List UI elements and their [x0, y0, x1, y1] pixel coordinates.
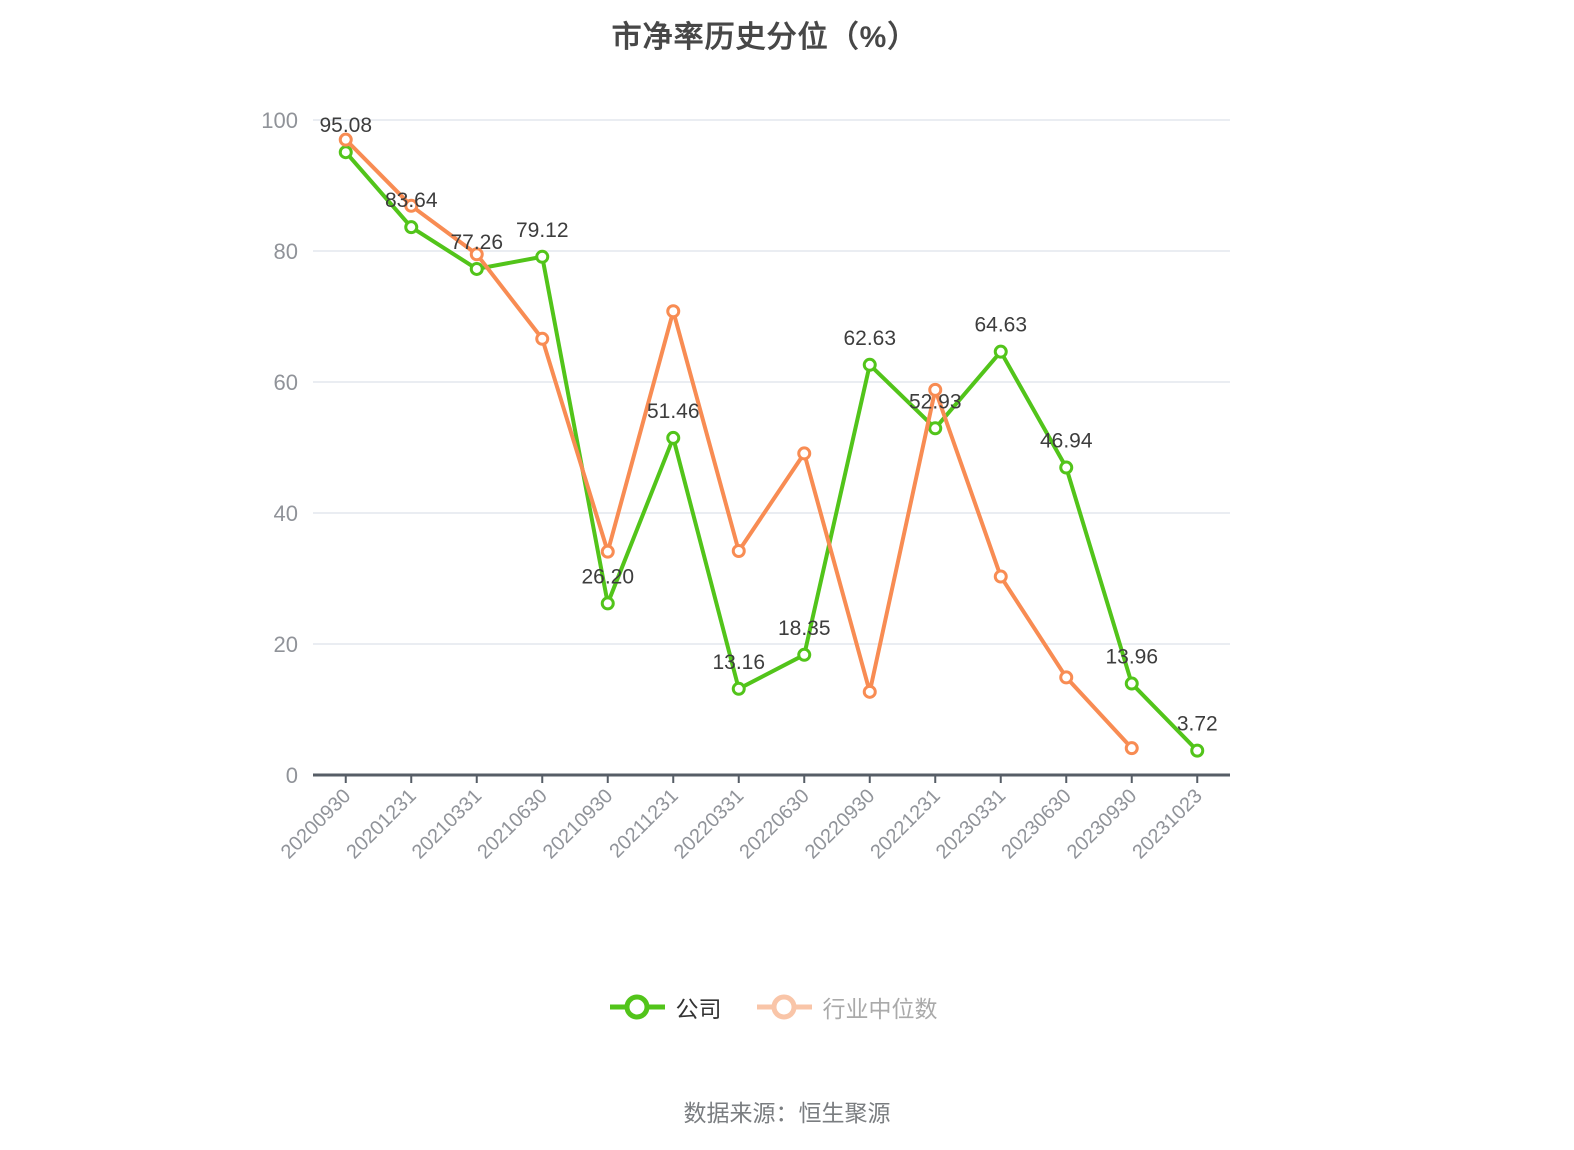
company-point	[731, 681, 746, 696]
x-axis-label: 20230331	[932, 785, 1010, 863]
x-axis-label: 20210630	[473, 785, 551, 863]
company-point	[535, 249, 550, 264]
company-point	[338, 145, 353, 160]
industry-median-point	[797, 446, 812, 461]
company-value-label: 18.35	[778, 617, 831, 640]
industry-median-point	[469, 247, 484, 262]
industry-median-point	[338, 132, 353, 147]
x-axis-label: 20210930	[539, 785, 617, 863]
company-value-label: 26.20	[581, 565, 634, 588]
legend-label-industry-median: 行业中位数	[822, 996, 938, 1022]
x-axis-label: 20220630	[735, 785, 813, 863]
x-axis-label: 20201231	[342, 785, 420, 863]
industry-median-point	[1059, 670, 1074, 685]
x-axis-label: 20231023	[1128, 785, 1206, 863]
y-axis-label: 0	[286, 763, 298, 788]
company-value-label: 77.26	[450, 231, 503, 254]
company-point	[1124, 676, 1139, 691]
company-point	[797, 647, 812, 662]
company-point	[1190, 743, 1205, 758]
y-axis-label: 40	[274, 501, 298, 526]
y-axis-label: 60	[274, 370, 298, 395]
x-axis-label: 20210331	[408, 785, 486, 863]
company-point	[993, 344, 1008, 359]
data-source: 数据来源：恒生聚源	[683, 1100, 891, 1126]
industry-median-point	[535, 331, 550, 346]
company-value-label: 51.46	[647, 400, 700, 423]
company-value-label: 95.08	[319, 114, 372, 137]
company-value-label: 13.16	[712, 651, 765, 674]
x-axis-label: 20200930	[277, 785, 355, 863]
company-value-label: 46.94	[1040, 430, 1093, 453]
chart-title: 市净率历史分位（%）	[611, 21, 919, 54]
y-axis-label: 80	[274, 239, 298, 264]
x-axis-label: 20230930	[1063, 785, 1141, 863]
company-point	[404, 220, 419, 235]
company-value-label: 62.63	[843, 327, 896, 350]
company-value-label: 3.72	[1177, 713, 1218, 736]
industry-median-point	[928, 382, 943, 397]
y-axis-label: 20	[274, 632, 298, 657]
x-axis-label: 20220331	[670, 785, 748, 863]
x-axis-label: 20220930	[801, 785, 879, 863]
company-value-label: 52.93	[909, 390, 962, 413]
company-value-label: 64.63	[974, 314, 1027, 337]
legend-marker-industry-median-icon	[756, 994, 812, 1020]
company-value-label: 79.12	[516, 219, 569, 242]
industry-median-point	[862, 684, 877, 699]
company-point	[600, 596, 615, 611]
legend-item-industry-median[interactable]: 行业中位数	[756, 990, 938, 1024]
industry-median-point	[731, 543, 746, 558]
company-point	[1059, 460, 1074, 475]
company-value-label: 83.64	[385, 189, 438, 212]
industry-median-point	[404, 198, 419, 213]
x-axis-label: 20211231	[605, 785, 682, 862]
company-point	[928, 421, 943, 436]
company-point	[862, 357, 877, 372]
industry-median-point	[666, 304, 681, 319]
legend-marker-company-icon	[609, 994, 665, 1020]
company-value-label: 13.96	[1105, 646, 1158, 669]
x-axis-label: 20230630	[997, 785, 1075, 863]
chart-canvas: 0204060801002020093020201231202103312021…	[261, 108, 1230, 863]
industry-median-point	[1124, 741, 1139, 756]
company-point	[666, 430, 681, 445]
industry-median-point	[600, 544, 615, 559]
legend-label-company: 公司	[675, 996, 722, 1022]
legend: 公司 行业中位数	[0, 990, 1546, 1024]
legend-item-company[interactable]: 公司	[609, 990, 722, 1024]
x-axis-label: 20221231	[866, 785, 944, 863]
industry-median-point	[993, 569, 1008, 584]
company-point	[469, 261, 484, 276]
y-axis-label: 100	[261, 108, 298, 133]
